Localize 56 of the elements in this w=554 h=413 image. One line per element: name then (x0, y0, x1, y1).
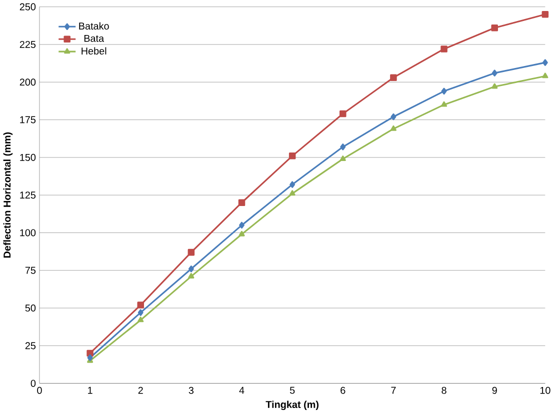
x-tick-label: 4 (239, 386, 244, 394)
point (137, 301, 144, 308)
x-tick-label: 6 (340, 386, 346, 394)
x-tick-label: 9 (492, 386, 497, 394)
y-tick-label: 150 (20, 154, 36, 161)
point (340, 143, 346, 150)
point (290, 181, 296, 188)
point (340, 110, 346, 117)
y-tick-label: 50 (25, 304, 36, 312)
x-tick-label: 1 (88, 386, 92, 394)
point (340, 155, 346, 161)
point (440, 45, 448, 52)
y-tick-label: 100 (20, 229, 36, 236)
point (441, 101, 448, 107)
y-axis-title: Deflection Horizontal (mm) (3, 132, 13, 258)
x-tick-label: 8 (442, 386, 446, 394)
point (138, 309, 144, 316)
point (188, 248, 195, 256)
x-tick-label: 5 (290, 386, 295, 394)
x-tick-label: 7 (391, 386, 396, 394)
legend-label: Bata (84, 34, 104, 42)
x-tick-label: 2 (138, 386, 143, 394)
y-tick-label: 225 (20, 40, 36, 48)
point (239, 222, 244, 228)
point (492, 83, 498, 89)
y-tick-label: 175 (20, 116, 36, 124)
point (542, 59, 548, 66)
y-tick-label: 0 (30, 380, 36, 387)
x-axis-title: Tingkat (m) (266, 400, 319, 410)
point (138, 316, 144, 322)
x-tick-label: 10 (540, 386, 550, 394)
point (288, 152, 296, 160)
point (542, 10, 549, 18)
point (441, 88, 447, 94)
point (390, 74, 397, 81)
point (238, 199, 246, 206)
point (289, 190, 296, 196)
y-tick-label: 25 (25, 342, 36, 350)
legend-label: Batako (79, 22, 109, 30)
x-tick-label: 3 (188, 386, 194, 394)
point (390, 113, 396, 120)
y-tick-label: 125 (20, 191, 36, 198)
point (188, 265, 194, 272)
point (492, 70, 498, 76)
point (87, 354, 93, 361)
point (188, 272, 194, 278)
y-tick-label: 75 (25, 266, 36, 274)
point (491, 24, 498, 32)
point (238, 230, 245, 236)
y-tick-label: 250 (20, 3, 36, 10)
x-tick-label: 0 (37, 386, 42, 394)
point (390, 125, 396, 131)
legend-label: Hebel (82, 47, 106, 54)
y-tick-label: 200 (20, 78, 36, 86)
point (542, 72, 548, 78)
point (86, 350, 94, 356)
